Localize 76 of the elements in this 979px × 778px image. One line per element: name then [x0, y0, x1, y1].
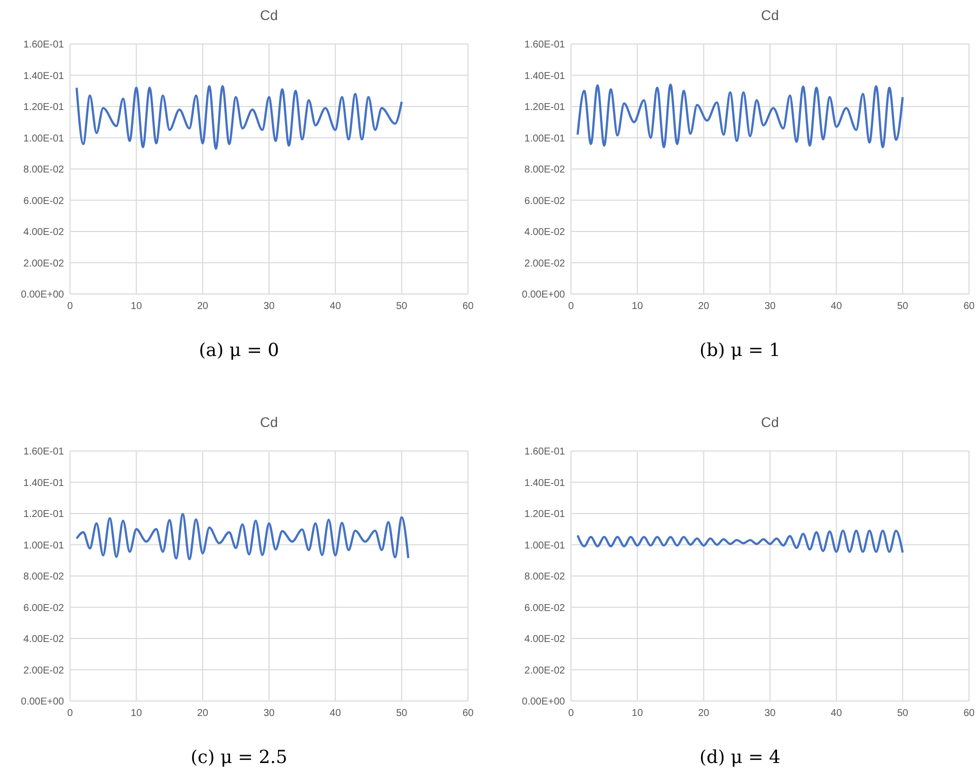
y-tick-label: 4.00E-02 [524, 227, 566, 238]
x-tick-label: 0 [67, 708, 74, 719]
text: (a) μ = 0 [198, 340, 280, 361]
y-tick-label: 1.20E-01 [23, 509, 64, 520]
line-series [576, 84, 904, 148]
y-tick-label: 2.00E-02 [524, 665, 566, 676]
y-tick-label: 8.00E-02 [524, 164, 566, 176]
y-tick-label: 2.00E-02 [524, 258, 566, 270]
y-tick-label: 6.00E-02 [23, 196, 64, 207]
x-tick-label: 20 [197, 708, 209, 719]
y-tick-label: 1.40E-01 [23, 70, 64, 82]
y-tick-label: 4.00E-02 [23, 634, 64, 645]
text: (c) μ = 2.5 [190, 747, 288, 768]
x-tick-label: 50 [897, 301, 909, 312]
y-tick-label: 1.40E-01 [23, 478, 64, 489]
x-tick-label: 20 [197, 301, 209, 312]
x-tick-label: 60 [963, 301, 975, 312]
chart-title: Cd [761, 414, 779, 430]
x-tick-label: 40 [830, 301, 842, 312]
chart-title: Cd [260, 414, 278, 430]
y-tick-label: 1.60E-01 [524, 40, 566, 50]
y-tick-label: 0.00E+00 [20, 696, 64, 708]
x-tick-label: 20 [698, 708, 710, 719]
x-tick-label: 10 [632, 708, 644, 719]
y-tick-label: 0.00E+00 [522, 696, 566, 708]
y-tick-label: 1.20E-01 [23, 102, 64, 113]
x-tick-label: 60 [963, 708, 975, 719]
y-tick-label: 0.00E+00 [522, 290, 566, 300]
line-series [76, 513, 410, 560]
text: (b) μ = 1 [700, 340, 780, 361]
y-tick-label: 6.00E-02 [23, 602, 64, 614]
x-tick-label: 0 [568, 708, 574, 719]
y-tick-label: 4.00E-02 [23, 227, 64, 238]
x-tick-label: 50 [396, 301, 408, 312]
chart-title: Cd [761, 7, 779, 23]
x-tick-label: 40 [330, 708, 342, 719]
y-tick-label: 1.00E-01 [524, 540, 566, 552]
y-tick-label: 1.20E-01 [524, 102, 566, 113]
y-tick-label: 1.60E-01 [23, 40, 64, 50]
line-series [576, 530, 904, 554]
x-tick-label: 60 [462, 708, 474, 719]
y-tick-label: 8.00E-02 [23, 164, 64, 176]
y-tick-label: 2.00E-02 [23, 665, 64, 676]
text: (d) μ = 4 [700, 747, 780, 768]
y-tick-label: 2.00E-02 [23, 258, 64, 270]
y-tick-label: 8.00E-02 [524, 572, 566, 582]
x-tick-label: 50 [897, 708, 909, 719]
x-tick-label: 0 [568, 301, 574, 312]
y-tick-label: 0.00E+00 [20, 290, 64, 300]
chart-title: Cd [260, 7, 278, 23]
x-tick-label: 40 [330, 301, 342, 312]
x-tick-label: 20 [698, 301, 710, 312]
line-series [76, 85, 403, 150]
x-tick-label: 60 [462, 301, 474, 312]
x-tick-label: 10 [632, 301, 644, 312]
y-tick-label: 1.20E-01 [524, 509, 566, 520]
x-tick-label: 50 [396, 708, 408, 719]
x-tick-label: 30 [764, 301, 776, 312]
y-tick-label: 4.00E-02 [524, 634, 566, 645]
x-tick-label: 30 [764, 708, 776, 719]
y-tick-label: 1.00E-01 [524, 133, 566, 144]
x-tick-label: 0 [67, 301, 74, 312]
y-tick-label: 6.00E-02 [524, 196, 566, 207]
x-tick-label: 40 [830, 708, 842, 719]
x-tick-label: 30 [263, 301, 275, 312]
y-tick-label: 1.60E-01 [23, 446, 64, 458]
y-tick-label: 1.00E-01 [23, 540, 64, 552]
x-tick-label: 10 [130, 708, 142, 719]
y-tick-label: 6.00E-02 [524, 602, 566, 614]
y-tick-label: 1.40E-01 [524, 70, 566, 82]
x-tick-label: 30 [263, 708, 275, 719]
y-tick-label: 1.40E-01 [524, 478, 566, 489]
y-tick-label: 1.00E-01 [23, 133, 64, 144]
x-tick-label: 10 [130, 301, 142, 312]
y-tick-label: 8.00E-02 [23, 572, 64, 582]
y-tick-label: 1.60E-01 [524, 446, 566, 458]
